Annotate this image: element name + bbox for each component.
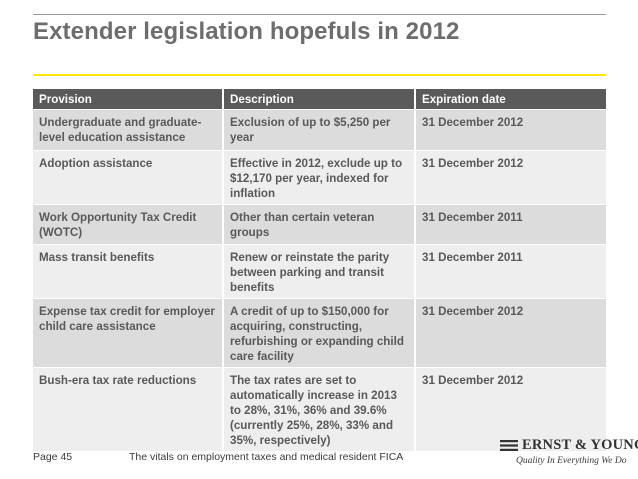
- page-number: Page 45: [33, 451, 73, 463]
- table-row: Expense tax credit for employer child ca…: [33, 298, 606, 368]
- table-row: Mass transit benefits Renew or reinstate…: [33, 244, 606, 299]
- provision-cell: Undergraduate and graduate-level educati…: [33, 109, 223, 151]
- table-row: Undergraduate and graduate-level educati…: [33, 109, 606, 151]
- expiration-cell: 31 December 2011: [414, 244, 606, 299]
- top-divider: [33, 14, 606, 15]
- title-underline: [33, 74, 606, 76]
- provision-cell: Bush-era tax rate reductions: [33, 367, 223, 451]
- description-cell: Renew or reinstate the parity between pa…: [222, 244, 415, 299]
- description-cell: Effective in 2012, exclude up to $12,170…: [222, 150, 415, 205]
- table-row: Adoption assistance Effective in 2012, e…: [33, 150, 606, 205]
- provision-cell: Mass transit benefits: [33, 244, 223, 299]
- header-description: Description: [222, 89, 415, 110]
- header-expiration-date: Expiration date: [414, 89, 606, 110]
- provision-cell: Adoption assistance: [33, 150, 223, 205]
- company-logo: ERNST & YOUNG Quality In Everything We D…: [500, 437, 638, 471]
- description-cell: Other than certain veteran groups: [222, 204, 415, 245]
- provision-cell: Expense tax credit for employer child ca…: [33, 298, 223, 368]
- expiration-cell: 31 December 2012: [414, 109, 606, 151]
- expiration-cell: 31 December 2011: [414, 204, 606, 245]
- table-row: Bush-era tax rate reductions The tax rat…: [33, 367, 606, 451]
- logo-tagline: Quality In Everything We Do: [516, 456, 627, 466]
- page-title: Extender legislation hopefuls in 2012: [33, 18, 460, 45]
- logo-mark-icon: [500, 440, 518, 451]
- logo-wordmark: ERNST & YOUNG: [522, 437, 638, 453]
- header-provision: Provision: [33, 89, 223, 110]
- expiration-cell: 31 December 2012: [414, 367, 606, 451]
- provision-cell: Work Opportunity Tax Credit (WOTC): [33, 204, 223, 245]
- description-cell: A credit of up to $150,000 for acquiring…: [222, 298, 415, 368]
- footer-caption: The vitals on employment taxes and medic…: [129, 451, 404, 463]
- expiration-cell: 31 December 2012: [414, 150, 606, 205]
- expiration-cell: 31 December 2012: [414, 298, 606, 368]
- table-row: Work Opportunity Tax Credit (WOTC) Other…: [33, 204, 606, 245]
- description-cell: The tax rates are set to automatically i…: [222, 367, 415, 451]
- table-header-row: Provision Description Expiration date: [33, 89, 606, 110]
- description-cell: Exclusion of up to $5,250 per year: [222, 109, 415, 151]
- provisions-table: Provision Description Expiration date Un…: [33, 89, 606, 451]
